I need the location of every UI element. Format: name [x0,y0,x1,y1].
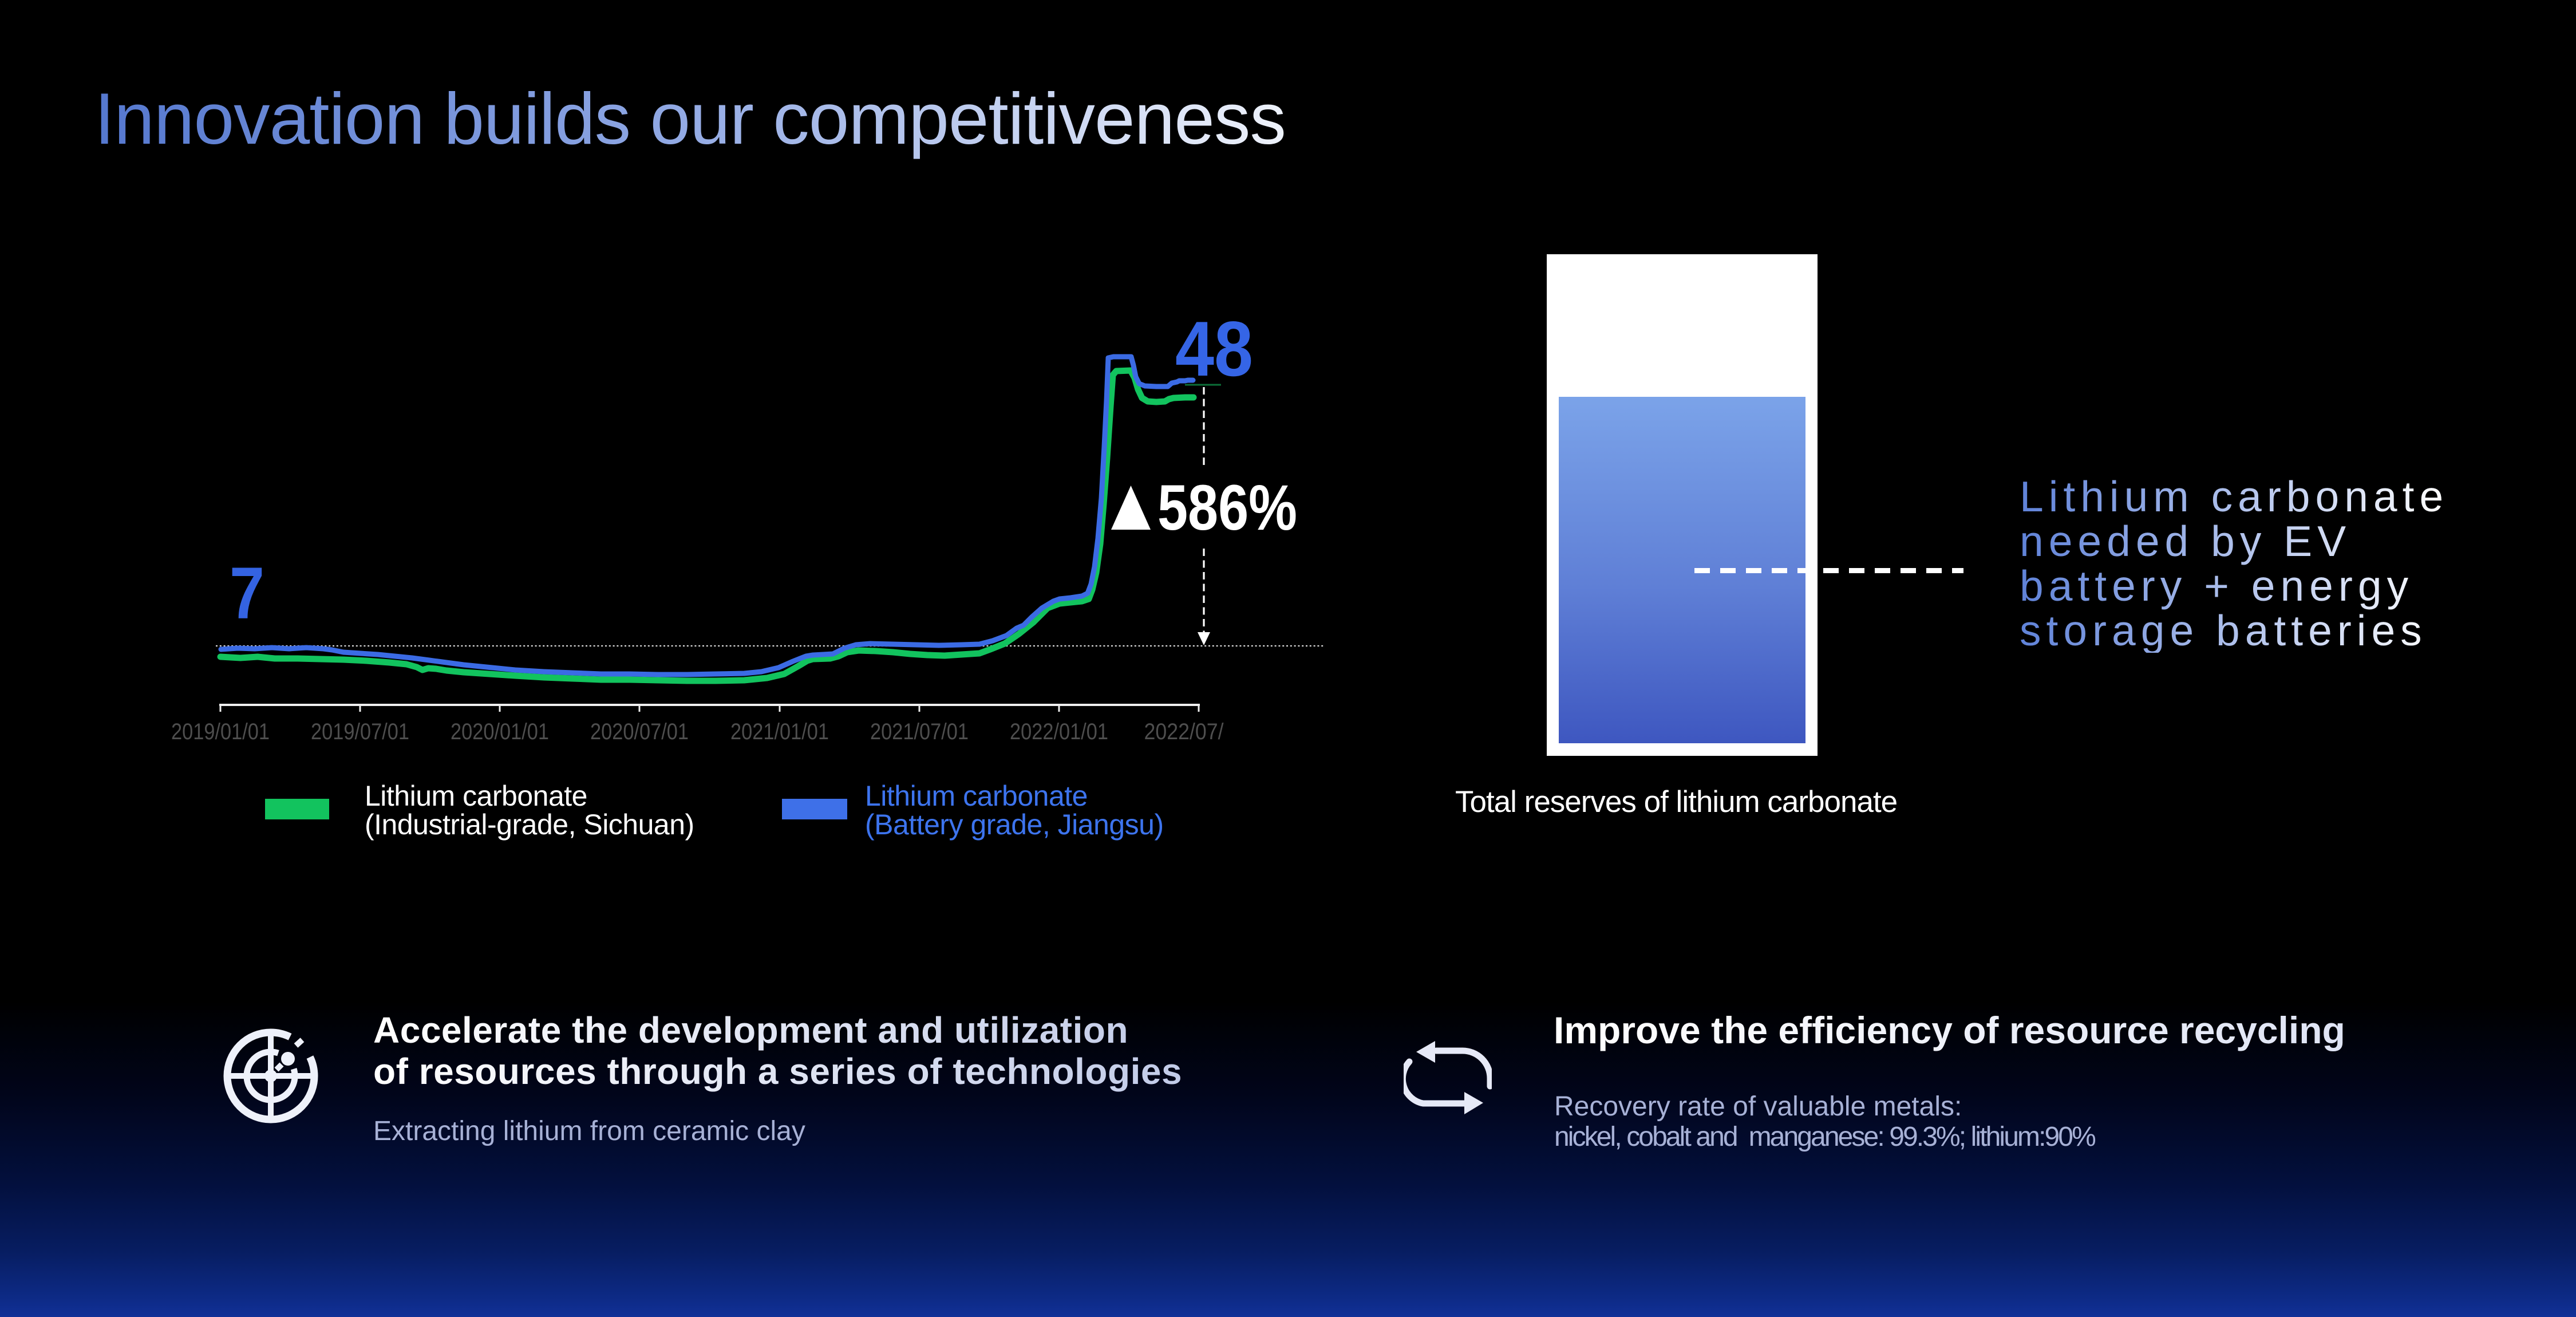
svg-text:2020/07/01: 2020/07/01 [590,719,689,744]
svg-text:586%: 586% [1157,472,1297,543]
svg-text:2021/07/01: 2021/07/01 [870,719,969,744]
svg-text:2019/07/01: 2019/07/01 [311,719,409,744]
svg-text:2022/07/: 2022/07/ [1144,719,1224,744]
svg-text:2022/01/01: 2022/01/01 [1010,719,1108,744]
svg-text:48: 48 [1175,305,1253,392]
svg-text:2021/01/01: 2021/01/01 [730,719,829,744]
svg-text:2020/01/01: 2020/01/01 [451,719,549,744]
svg-text:7: 7 [230,553,264,634]
svg-text:2019/01/01: 2019/01/01 [171,719,270,744]
